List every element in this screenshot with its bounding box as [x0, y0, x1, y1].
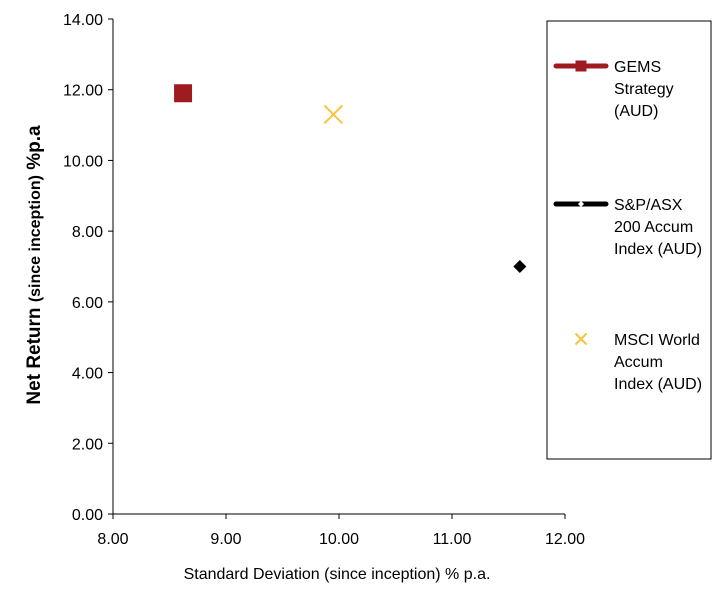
x-tick-label: 11.00 — [433, 531, 472, 548]
legend-marker — [574, 332, 588, 346]
data-point-series-3 — [323, 104, 344, 125]
data-point-series-2 — [513, 260, 527, 273]
x-tick-label: 8.00 — [97, 531, 128, 548]
y-tick-label: 0.00 — [72, 507, 103, 524]
x-axis-label: Standard Deviation (since inception) % p… — [184, 566, 491, 583]
y-tick-label: 8.00 — [72, 224, 103, 241]
y-tick-label: 4.00 — [72, 366, 103, 383]
y-tick-label: 10.00 — [63, 153, 103, 170]
legend: GEMS Strategy (AUD) S&P/ASX 200 Accum Index (… — [546, 20, 712, 460]
legend-label-line: S&P/ASX — [614, 197, 683, 214]
y-tick-label: 14.00 — [63, 12, 103, 29]
legend-label-line: Strategy — [614, 81, 674, 98]
legend-label-line: (AUD) — [614, 103, 658, 120]
y-axis-ticks: 0.00 2.00 4.00 6.00 8.00 10.00 12.00 14.00 — [63, 12, 113, 524]
y-tick-label: 6.00 — [72, 295, 103, 312]
x-axis-ticks: 8.00 9.00 10.00 11.00 12.00 — [97, 514, 585, 548]
x-tick-label: 10.00 — [319, 531, 359, 548]
y-axis-label-main: Net Return — [24, 302, 45, 404]
y-tick-label: 2.00 — [72, 436, 103, 453]
y-axis-label-tail: %p.a — [24, 125, 45, 175]
legend-label-line: GEMS — [614, 59, 661, 76]
legend-entry-2: S&P/ASX 200 Accum Index (AUD) — [553, 197, 702, 258]
legend-marker-stroke — [574, 332, 588, 346]
legend-label-line: Index (AUD) — [614, 241, 702, 258]
legend-marker — [578, 201, 584, 207]
data-point-series-1 — [174, 84, 193, 103]
data-points — [174, 84, 527, 273]
legend-label-line: MSCI World — [614, 332, 700, 349]
legend-label-line: 200 Accum — [614, 219, 693, 236]
y-tick-label: 12.00 — [63, 83, 103, 100]
y-axis-label-sub: (since inception) — [27, 175, 44, 302]
y-axis-label: Net Return (since inception) %p.a — [24, 125, 45, 405]
legend-marker — [575, 60, 587, 72]
legend-box — [546, 20, 712, 460]
x-tick-label: 9.00 — [210, 531, 241, 548]
legend-label-line: Index (AUD) — [614, 376, 702, 393]
legend-label-line: Accum — [614, 354, 663, 371]
data-point-series-3-stroke — [323, 104, 344, 125]
legend-entry-3: MSCI World Accum Index (AUD) — [574, 332, 702, 393]
x-tick-label: 12.00 — [545, 531, 585, 548]
legend-entry-1: GEMS Strategy (AUD) — [553, 59, 674, 120]
